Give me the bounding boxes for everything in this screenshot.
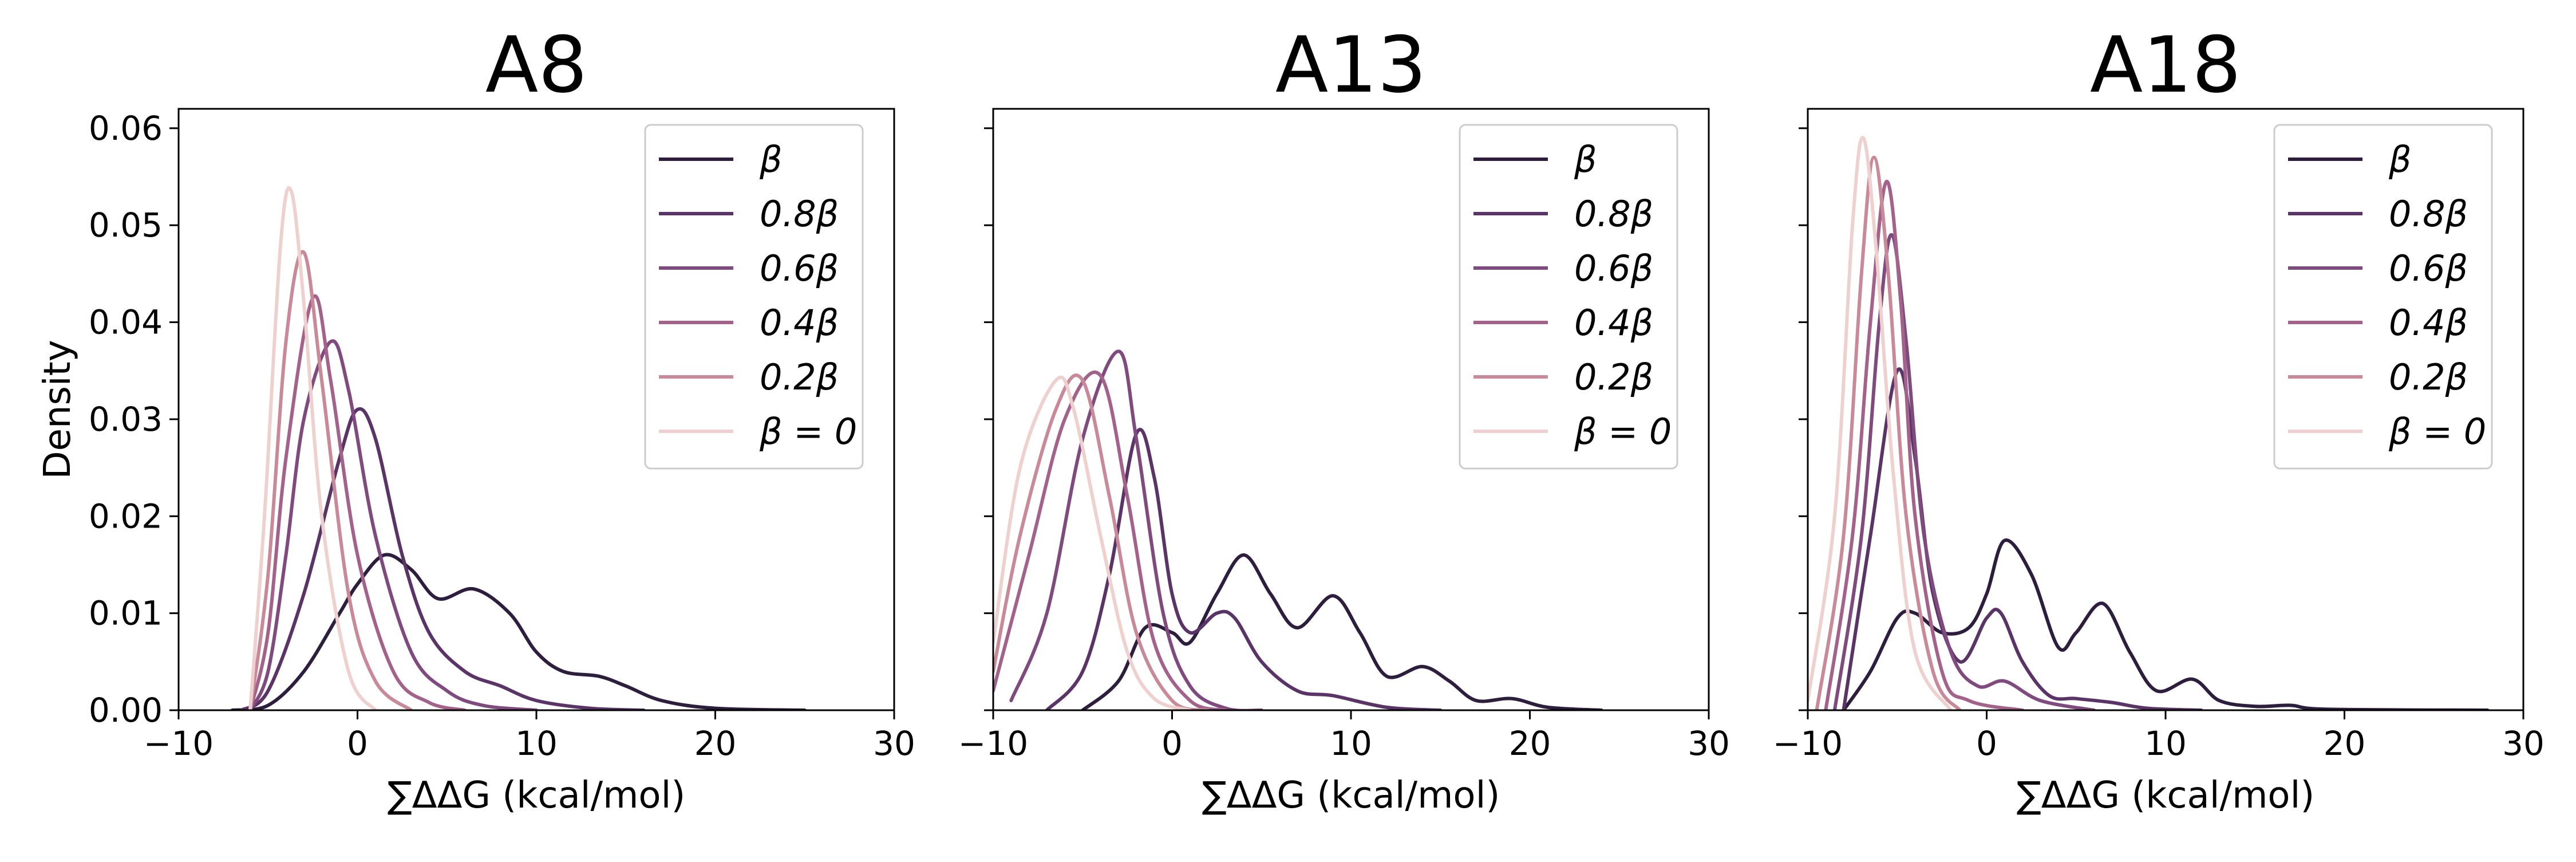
x-tick-label: 10 <box>1330 724 1372 763</box>
series-line-4 <box>248 294 467 710</box>
panel-1: −10 0 10 20 30 0.00 0.01 0.02 0.03 0.04 0.05 0.06 A8… <box>37 20 915 817</box>
x-axis-label: ∑ΔΔG (kcal/mol) <box>1202 774 1500 817</box>
x-tick-label: 20 <box>694 724 737 763</box>
legend-label: 0.8β <box>1574 193 1653 235</box>
legend: β 0.8β 0.6β 0.4β 0.2β β = 0 <box>2273 124 2493 470</box>
series-line-1 <box>230 553 807 710</box>
x-tick-label: 0 <box>347 724 368 763</box>
y-axis-label: Density <box>37 340 79 479</box>
legend-label: 0.4β <box>2389 302 2468 344</box>
x-tick-label: 0 <box>1976 724 1997 763</box>
legend-label: 0.2β <box>1574 356 1653 398</box>
y-tick-label: 0.03 <box>89 400 163 439</box>
legend-label: 0.6β <box>760 247 839 289</box>
x-tick-label: 30 <box>1688 724 1730 763</box>
legend-label: β <box>759 139 783 180</box>
x-tick-label: 10 <box>515 724 558 763</box>
legend: β 0.8β 0.6β 0.4β 0.2β β = 0 <box>1459 124 1678 470</box>
legend-label: 0.6β <box>2389 247 2468 289</box>
x-tick-label: −10 <box>144 724 214 763</box>
series-line-6 <box>1808 136 1953 710</box>
legend-label: 0.4β <box>760 302 839 344</box>
legend-label: β = 0 <box>759 411 857 452</box>
series-line-2 <box>1842 367 2203 710</box>
legend-label: 0.4β <box>1574 302 1653 344</box>
panel-title: A13 <box>1275 20 1427 110</box>
series-line-4 <box>993 370 1228 710</box>
panel-2: −10 0 10 20 30 A13 ∑ΔΔG (kcal/mol) β 0.8β 0.6β 0.4… <box>958 20 1730 817</box>
series-group <box>230 186 807 710</box>
y-tick-label: 0.00 <box>89 691 163 730</box>
series-line-5 <box>993 373 1210 710</box>
x-tick-label: 30 <box>2502 724 2545 763</box>
legend-label: β = 0 <box>2388 411 2486 452</box>
legend-label: 0.6β <box>1574 247 1653 289</box>
panel-title: A18 <box>2090 20 2241 110</box>
series-line-3 <box>248 339 538 710</box>
legend-box <box>1459 124 1678 470</box>
x-tick-label: −10 <box>1773 724 1843 763</box>
x-axis-label: ∑ΔΔG (kcal/mol) <box>388 774 686 817</box>
x-tick-label: 20 <box>1509 724 1551 763</box>
legend-label: 0.2β <box>2389 356 2468 398</box>
legend-label: 0.8β <box>2389 193 2468 235</box>
series-line-3 <box>1009 349 1263 710</box>
series-line-2 <box>239 407 646 710</box>
y-tick-label: 0.02 <box>89 497 163 536</box>
series-line-6 <box>248 186 377 710</box>
x-tick-label: 10 <box>2144 724 2187 763</box>
x-tick-label: 30 <box>873 724 915 763</box>
series-line-6 <box>993 375 1192 710</box>
panel-3: −10 0 10 20 30 A18 ∑ΔΔG (kcal/mol) β 0.8β 0.6β 0.4… <box>1773 20 2545 817</box>
legend: β 0.8β 0.6β 0.4β 0.2β β = 0 <box>644 124 864 470</box>
y-tick-label: 0.01 <box>89 594 163 633</box>
series-line-3 <box>1832 233 2096 710</box>
series-group <box>1808 136 2490 710</box>
legend-box <box>644 124 864 470</box>
x-tick-label: −10 <box>958 724 1028 763</box>
series-group <box>993 349 1603 710</box>
y-tick-label: 0.04 <box>89 303 163 342</box>
legend-label: β <box>1574 139 1597 180</box>
y-tick-label: 0.05 <box>89 206 163 245</box>
legend-label: 0.2β <box>760 356 839 398</box>
legend-label: β <box>2388 139 2412 180</box>
legend-label: β = 0 <box>1574 411 1672 452</box>
series-line-5 <box>248 250 413 710</box>
x-tick-label: 0 <box>1161 724 1183 763</box>
x-tick-label: 20 <box>2324 724 2366 763</box>
y-tick-label: 0.06 <box>89 109 163 148</box>
series-line-5 <box>1815 155 1962 710</box>
panel-title: A8 <box>485 20 587 110</box>
series-line-4 <box>1824 179 2024 710</box>
legend-label: 0.8β <box>760 193 839 235</box>
x-axis-label: ∑ΔΔG (kcal/mol) <box>2017 774 2315 817</box>
legend-box <box>2273 124 2493 470</box>
